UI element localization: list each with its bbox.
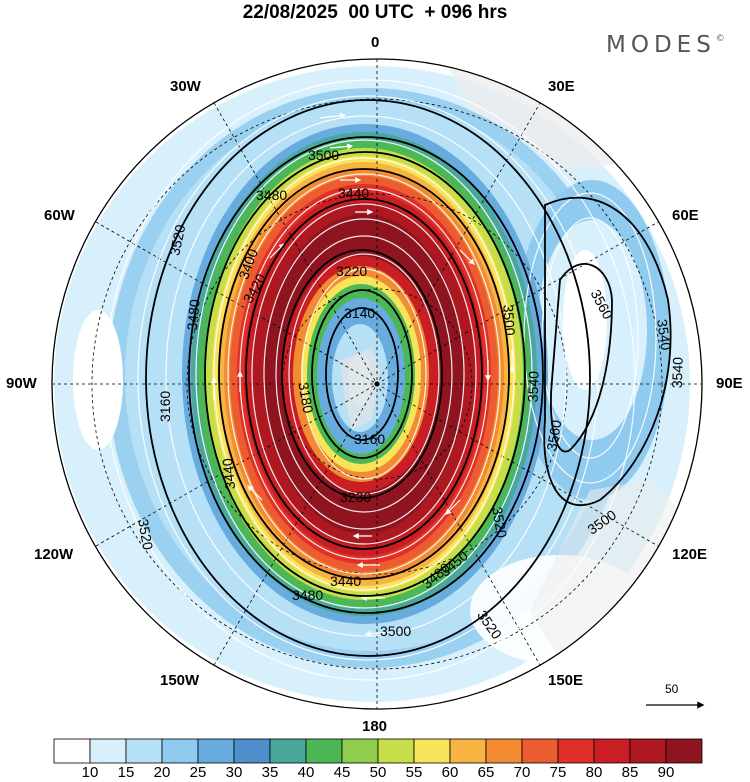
colorbar-tick-label: 10 [81, 764, 99, 781]
contour-label: 3500 [500, 304, 518, 336]
lon-label-150w: 150W [160, 672, 200, 689]
lon-label-30w: 30W [170, 78, 201, 95]
contour-label: 3160 [157, 391, 173, 422]
colorbar-tick-label: 80 [585, 764, 603, 781]
lon-label-150e: 150E [548, 672, 584, 689]
contour-label: 3440 [219, 457, 238, 490]
vector-scale-label: 50 [665, 682, 679, 696]
colorbar-tick-label: 70 [513, 764, 531, 781]
colorbar-swatch [557, 738, 595, 764]
colorbar-tick-label: 60 [441, 764, 459, 781]
lon-label-60w: 60W [44, 207, 75, 224]
lon-label-120w: 120W [34, 546, 74, 563]
brand-logo: MODES© [606, 32, 725, 58]
colorbar-tick-label: 35 [261, 764, 279, 781]
colorbar-tick-label: 65 [477, 764, 495, 781]
contour-label: 3230 [340, 489, 371, 505]
colorbar-swatch [413, 738, 451, 764]
map-border [51, 58, 703, 710]
colorbar-swatch [125, 738, 163, 764]
colorbar [53, 738, 703, 764]
colorbar-swatch [629, 738, 667, 764]
contour-label: 3520 [166, 223, 188, 257]
colorbar-swatch [161, 738, 199, 764]
map-title: 22/08/2025 00 UTC + 096 hrs [242, 2, 508, 23]
contour-label: 3140 [344, 305, 375, 321]
colorbar-swatch [521, 738, 559, 764]
pole-marker [374, 381, 380, 387]
contour-label: 3220 [336, 263, 367, 279]
contour-label: 3520 [135, 518, 156, 552]
lon-label-60e: 60E [672, 207, 699, 224]
contour-label: 3540 [669, 357, 686, 389]
colorbar-tick-label: 85 [621, 764, 639, 781]
colorbar-swatch [377, 738, 415, 764]
contour-label: 3500 [380, 623, 411, 639]
contour-label: 3480 [256, 187, 287, 203]
colorbar-swatch [593, 738, 631, 764]
height-contours [145, 99, 672, 657]
contour-label: 3480 [292, 587, 323, 603]
contour-labels: 3500 3480 3440 3520 3400 3420 3220 3140 … [135, 147, 686, 642]
colorbar-tick-label: 50 [369, 764, 387, 781]
colorbar-swatch [197, 738, 235, 764]
lon-label-120e: 120E [672, 546, 708, 563]
colorbar-swatch [53, 738, 91, 764]
lon-label-90w: 90W [6, 375, 37, 392]
lon-label-90e: 90E [716, 375, 743, 392]
contour-label: 3520 [489, 506, 510, 540]
colorbar-tick-label: 90 [657, 764, 675, 781]
contour-label: 3440 [338, 185, 369, 201]
lon-label-0: 0 [371, 34, 380, 51]
wind-arrows [117, 112, 515, 637]
colorbar-tick-label: 45 [333, 764, 351, 781]
colorbar-tick-label: 30 [225, 764, 243, 781]
colorbar-swatch [485, 738, 523, 764]
colorbar-swatch [269, 738, 307, 764]
lon-label-180: 180 [362, 718, 388, 735]
colorbar-tick-label: 15 [117, 764, 135, 781]
colorbar-swatch [449, 738, 487, 764]
contour-label: 3560 [543, 418, 564, 452]
contour-label: 3440 [330, 573, 361, 589]
contour-label: 3160 [354, 431, 385, 447]
contour-label: 3540 [654, 318, 674, 351]
colorbar-swatch [233, 738, 271, 764]
contour-label: 3540 [525, 371, 542, 403]
colorbar-swatch [341, 738, 379, 764]
colorbar-tick-label: 40 [297, 764, 315, 781]
colorbar-tick-label: 75 [549, 764, 567, 781]
colorbar-swatch [305, 738, 343, 764]
contour-label: 3180 [295, 381, 316, 415]
colorbar-tick-label: 25 [189, 764, 207, 781]
colorbar-swatch [665, 738, 703, 764]
lon-label-30e: 30E [548, 78, 575, 95]
colorbar-tick-label: 20 [153, 764, 171, 781]
contour-label: 3480 [184, 298, 203, 331]
contour-label: 3500 [308, 147, 339, 163]
colorbar-swatch [89, 738, 127, 764]
wind-speed-field [52, 59, 702, 709]
colorbar-tick-label: 55 [405, 764, 423, 781]
